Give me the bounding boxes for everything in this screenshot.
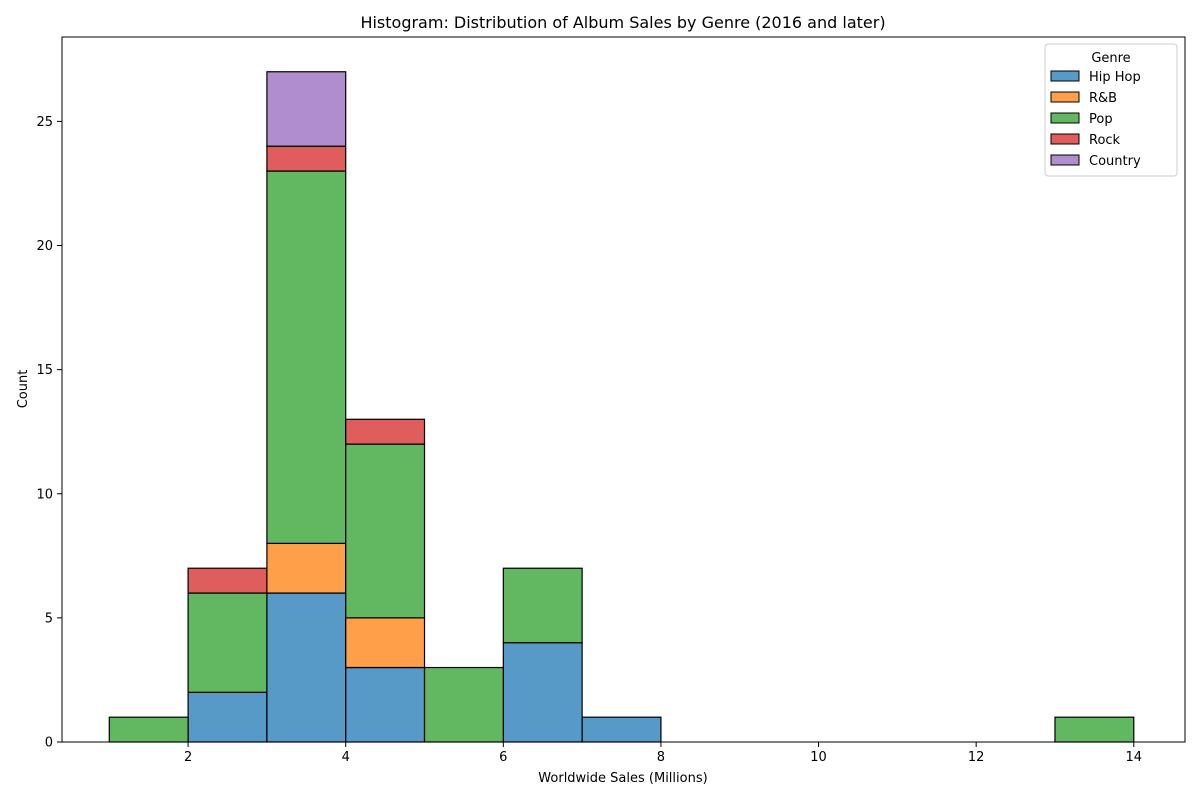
x-tick-label: 12: [968, 750, 985, 765]
bar-rock-bin-2: [266, 145, 347, 172]
bar-pop-bin-5: [502, 567, 583, 644]
legend-label-hip-hop: Hip Hop: [1089, 70, 1141, 85]
bar-hip-hop-bin-5: [502, 642, 583, 743]
bar-hip-hop-bin-2: [266, 592, 347, 743]
bar-hip-hop-bin-3: [345, 666, 426, 743]
bar-rock-bin-1: [187, 567, 268, 594]
bar-country-bin-2: [266, 71, 347, 147]
bar-hip-hop-bin-6: [581, 716, 662, 743]
y-tick-label: 5: [45, 611, 53, 626]
bar-r-b-bin-2: [266, 542, 347, 594]
x-tick-label: 4: [342, 750, 350, 765]
y-tick-label: 15: [36, 363, 53, 378]
bar-rock-bin-3: [345, 418, 426, 445]
y-tick-label: 10: [36, 487, 53, 502]
x-tick-label: 6: [499, 750, 507, 765]
legend-swatch-pop: [1050, 112, 1080, 124]
y-tick-label: 0: [45, 736, 53, 751]
y-tick-label: 25: [36, 115, 53, 130]
bar-pop-bin-4: [423, 666, 504, 743]
x-tick-label: 10: [810, 750, 827, 765]
legend-label-r-b: R&B: [1089, 91, 1117, 106]
bar-pop-bin-12: [1054, 716, 1135, 743]
x-tick-label: 8: [657, 750, 665, 765]
legend-swatch-rock: [1050, 133, 1080, 145]
x-tick-label: 14: [1126, 750, 1143, 765]
legend-label-rock: Rock: [1089, 133, 1121, 148]
bar-hip-hop-bin-1: [187, 691, 268, 743]
legend-swatch-hip-hop: [1050, 70, 1080, 82]
bars-layer: [108, 71, 1135, 743]
legend-swatch-r-b: [1050, 91, 1080, 103]
plot-frame: [61, 36, 1186, 743]
chart-title: Histogram: Distribution of Album Sales b…: [360, 13, 885, 32]
legend: Genre Hip Hop R&B Pop Rock Country: [1044, 43, 1178, 177]
y-tick-label: 20: [36, 239, 53, 254]
bar-pop-bin-3: [345, 443, 426, 619]
x-axis-label: Worldwide Sales (Millions): [538, 771, 707, 786]
legend-label-pop: Pop: [1089, 112, 1113, 127]
legend-swatch-country: [1050, 154, 1080, 166]
bar-pop-bin-1: [187, 592, 268, 693]
y-axis-label: Count: [16, 370, 31, 409]
bar-pop-bin-2: [266, 170, 347, 545]
legend-title: Genre: [1091, 51, 1130, 66]
bar-r-b-bin-3: [345, 617, 426, 669]
x-tick-label: 2: [184, 750, 192, 765]
axes-layer: 2 4 6 8 10 12 14 0 5 10 15 20 25: [36, 36, 1186, 765]
bar-pop-bin-0: [108, 716, 189, 743]
legend-label-country: Country: [1089, 154, 1141, 169]
